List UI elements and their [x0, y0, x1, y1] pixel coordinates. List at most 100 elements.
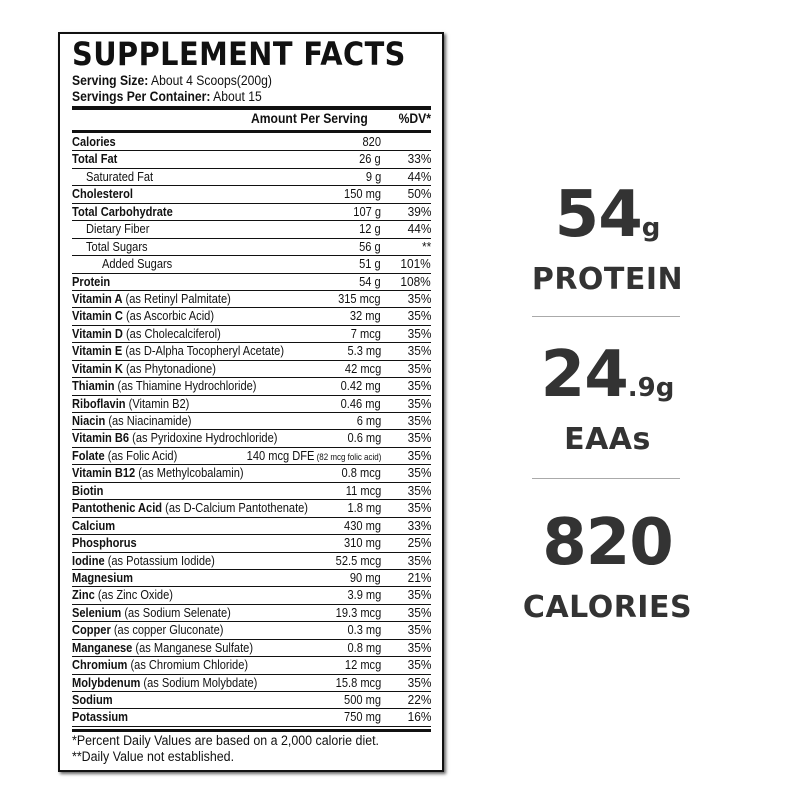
nutrient-row: Added Sugars 51 g 101% [72, 256, 431, 274]
nutrient-amount: 56 g [359, 238, 381, 254]
stat-value: 54 [554, 178, 643, 252]
nutrient-dv: 50% [407, 186, 431, 202]
nutrient-dv: 44% [407, 168, 431, 184]
nutrient-row: Cholesterol 150 mg 50% [72, 186, 431, 204]
nutrient-dv: 35% [407, 587, 431, 603]
nutrient-row: Pantothenic Acid (as D-Calcium Pantothen… [72, 500, 431, 518]
nutrient-row: Total Carbohydrate 107 g 39% [72, 203, 431, 222]
nutrient-dv: 35% [407, 325, 431, 341]
nutrient-dv: 108% [400, 273, 431, 289]
nutrient-amount: 310 mg [344, 535, 381, 551]
nutrient-name: Copper (as copper Gluconate) [72, 622, 224, 638]
nutrient-row: Chromium (as Chromium Chloride) 12 mcg 35% [72, 657, 431, 675]
nutrient-dv: 35% [407, 447, 431, 463]
serving-size: Serving Size: About 4 Scoops(200g) [72, 73, 272, 88]
nutrient-name: Calcium [72, 517, 116, 533]
nutrient-dv: 35% [407, 657, 431, 673]
nutrient-row: Calcium 430 mg 33% [72, 517, 431, 536]
nutrient-name: Saturated Fat [86, 168, 154, 184]
nutrient-dv: 39% [407, 203, 431, 219]
nutrient-amount: 6 mg [356, 413, 381, 428]
nutrient-amount: 7 mcg [350, 325, 381, 341]
nutrient-amount: 26 g [359, 151, 381, 167]
nutrient-name: Vitamin B12 (as Methylcobalamin) [72, 465, 244, 481]
nutrient-row: Protein 54 g 108% [72, 274, 431, 291]
nutrient-dv: 35% [407, 395, 431, 411]
nutrient-row: Zinc (as Zinc Oxide) 3.9 mg 35% [72, 587, 431, 605]
nutrient-amount: 19.3 mcg [335, 604, 381, 620]
stat-caption: CALORIES [522, 590, 693, 625]
footnotes: *Percent Daily Values are based on a 2,0… [72, 733, 379, 765]
nutrient-amount: 820 [362, 134, 381, 149]
nutrient-name: Biotin [72, 482, 104, 498]
nutrient-dv: 35% [407, 378, 431, 394]
nutrient-dv: 35% [407, 482, 431, 498]
nutrient-amount: 42 mcg [344, 360, 381, 376]
nutrient-name: Molybdenum (as Sodium Molybdate) [72, 674, 258, 690]
nutrient-row: Thiamin (as Thiamine Hydrochloride) 0.42 … [72, 378, 431, 396]
nutrient-row: Total Sugars 56 g ** [72, 238, 431, 257]
nutrient-dv: 16% [407, 709, 431, 725]
nutrient-dv: 35% [407, 674, 431, 690]
stat-value: 820 [542, 506, 674, 580]
nutrient-row: Manganese (as Manganese Sulfate) 0.8 mg 35… [72, 639, 431, 658]
amount-header: Amount Per Serving [251, 111, 368, 126]
nutrient-amount: 12 g [359, 221, 381, 237]
nutrient-dv: 25% [407, 535, 431, 551]
stat-value: 24 [540, 338, 629, 412]
nutrient-name: Total Carbohydrate [72, 203, 173, 219]
footnote-dv: *Percent Daily Values are based on a 2,0… [72, 733, 380, 748]
nutrient-row: Saturated Fat 9 g 44% [72, 168, 431, 187]
nutrient-dv: 35% [407, 622, 431, 638]
nutrient-amount: 11 mcg [345, 482, 381, 498]
nutrient-name: Vitamin A (as Retinyl Palmitate) [72, 290, 231, 306]
nutrient-name: Thiamin (as Thiamine Hydrochloride) [72, 378, 257, 394]
stat-caption: PROTEIN [531, 262, 684, 297]
nutrient-name: Riboflavin (Vitamin B2) [72, 395, 190, 411]
nutrient-dv: 35% [407, 639, 431, 655]
nutrient-row: Biotin 11 mcg 35% [72, 482, 431, 501]
nutrient-row: Dietary Fiber 12 g 44% [72, 221, 431, 239]
divider [532, 316, 680, 317]
stat-unit: .9g [627, 373, 675, 403]
nutrient-name: Niacin (as Niacinamide) [72, 413, 192, 428]
nutrient-dv: 35% [407, 343, 431, 359]
nutrient-row: Iodine (as Potassium Iodide) 52.5 mcg 35% [72, 553, 431, 570]
nutrient-amount: 0.46 mg [340, 395, 381, 411]
nutrient-name: Potassium [72, 709, 129, 725]
nutrient-name: Manganese (as Manganese Sulfate) [72, 639, 254, 655]
nutrient-amount: 90 mg [350, 569, 381, 585]
nutrient-amount: 3.9 mg [347, 587, 381, 603]
nutrient-dv: 35% [407, 360, 431, 376]
nutrient-row: Selenium (as Sodium Selenate) 19.3 mcg 35% [72, 604, 431, 623]
nutrient-amount: 150 mg [344, 186, 381, 202]
divider-thick [72, 130, 431, 133]
nutrient-name: Zinc (as Zinc Oxide) [72, 587, 173, 603]
panel-title: SUPPLEMENT FACTS [72, 35, 406, 73]
dv-header: %DV* [398, 111, 431, 126]
nutrient-row: Vitamin K (as Phytonadione) 42 mcg 35% [72, 360, 431, 379]
nutrient-dv: 35% [407, 308, 431, 324]
nutrient-name: Vitamin K (as Phytonadione) [72, 360, 216, 376]
nutrient-dv: 44% [407, 221, 431, 237]
nutrient-amount: 315 mcg [338, 290, 381, 306]
supplement-facts-panel: SUPPLEMENT FACTS Serving Size: About 4 S… [58, 32, 444, 772]
nutrient-dv: 35% [407, 604, 431, 620]
nutrient-amount: 0.8 mcg [341, 465, 381, 481]
nutrient-row: Sodium 500 mg 22% [72, 692, 431, 710]
nutrient-amount: 5.3 mg [347, 343, 381, 359]
nutrient-name: Vitamin E (as D-Alpha Tocopheryl Acetate… [72, 343, 285, 359]
nutrient-dv: 35% [407, 552, 431, 568]
nutrient-name: Chromium (as Chromium Chloride) [72, 657, 249, 673]
nutrient-name: Total Sugars [86, 238, 148, 254]
divider [532, 478, 680, 479]
nutrient-dv: 101% [400, 256, 431, 272]
nutrient-row: Magnesium 90 mg 21% [72, 569, 431, 588]
nutrient-name: Selenium (as Sodium Selenate) [72, 604, 231, 620]
nutrient-amount: 51 g [359, 256, 381, 272]
nutrient-dv: 33% [407, 151, 431, 167]
nutrient-amount: 9 g [365, 168, 381, 184]
nutrient-amount: 0.6 mg [347, 430, 381, 446]
nutrient-name: Protein [72, 273, 111, 289]
servings-per-container: Servings Per Container: About 15 [72, 89, 262, 104]
